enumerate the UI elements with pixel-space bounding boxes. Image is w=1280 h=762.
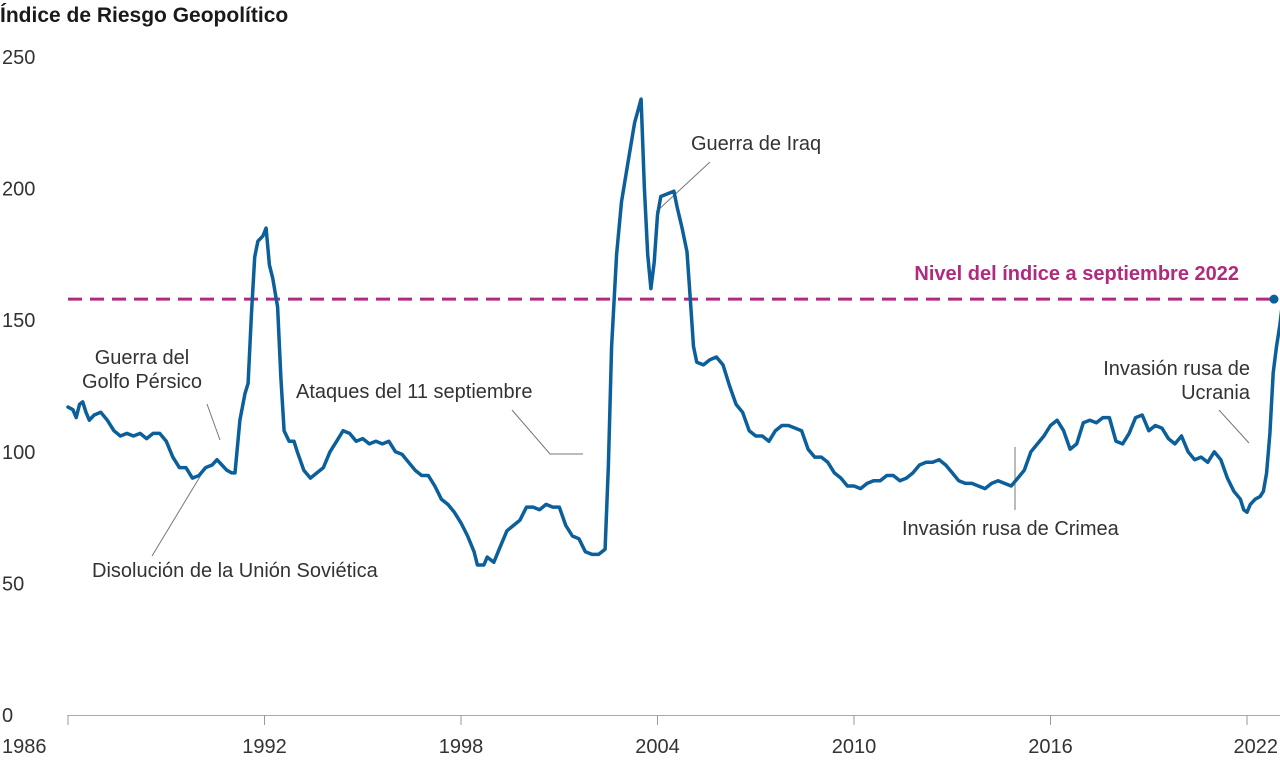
annotation-label: Disolución de la Unión Soviética: [92, 560, 379, 582]
x-tick-label: 1992: [242, 736, 287, 758]
annotation-leader: [151, 469, 205, 557]
annotation-label: Invasión rusa de Crimea: [902, 518, 1120, 540]
annotation-leader: [511, 409, 583, 455]
y-tick-label: 100: [2, 442, 35, 464]
reference-line-label: Nivel del índice a septiembre 2022: [914, 263, 1239, 285]
y-tick-label: 200: [2, 179, 35, 201]
reference-end-marker: [1269, 294, 1279, 304]
annotation-label: Golfo Pérsico: [82, 371, 202, 393]
annotation-label: Ataques del 11 septiembre: [296, 381, 532, 403]
annotation-leaders: [151, 161, 1250, 557]
x-tick-label: 2022: [1234, 736, 1279, 758]
annotation-leader: [206, 403, 221, 441]
y-tick-label: 0: [2, 705, 13, 727]
x-tick-label: 2010: [832, 736, 877, 758]
annotation-label: Invasión rusa de: [1103, 358, 1250, 380]
x-tick-label: 2004: [635, 736, 680, 758]
x-tick-label: 1998: [439, 736, 484, 758]
y-axis-ticks: 0 50 100 150 200 250: [2, 47, 35, 727]
x-tick-label: 2016: [1028, 736, 1073, 758]
annotation-leader: [1218, 409, 1250, 444]
annotation-label: Ucrania: [1181, 382, 1251, 404]
chart-title: Índice de Riesgo Geopolítico: [0, 4, 288, 27]
x-tick-label: 1986: [2, 736, 47, 758]
y-tick-label: 50: [2, 573, 24, 595]
annotation-label: Guerra del: [95, 347, 190, 369]
annotation-leader: [655, 161, 711, 213]
series-line-geopolitical-risk-index: [66, 97, 1280, 567]
annotation-label: Guerra de Iraq: [691, 133, 821, 155]
x-axis-ticks: 1986 1992 1998 2004 2010 2016 2022: [2, 715, 1278, 758]
y-tick-label: 150: [2, 310, 35, 332]
y-tick-label: 250: [2, 47, 35, 69]
